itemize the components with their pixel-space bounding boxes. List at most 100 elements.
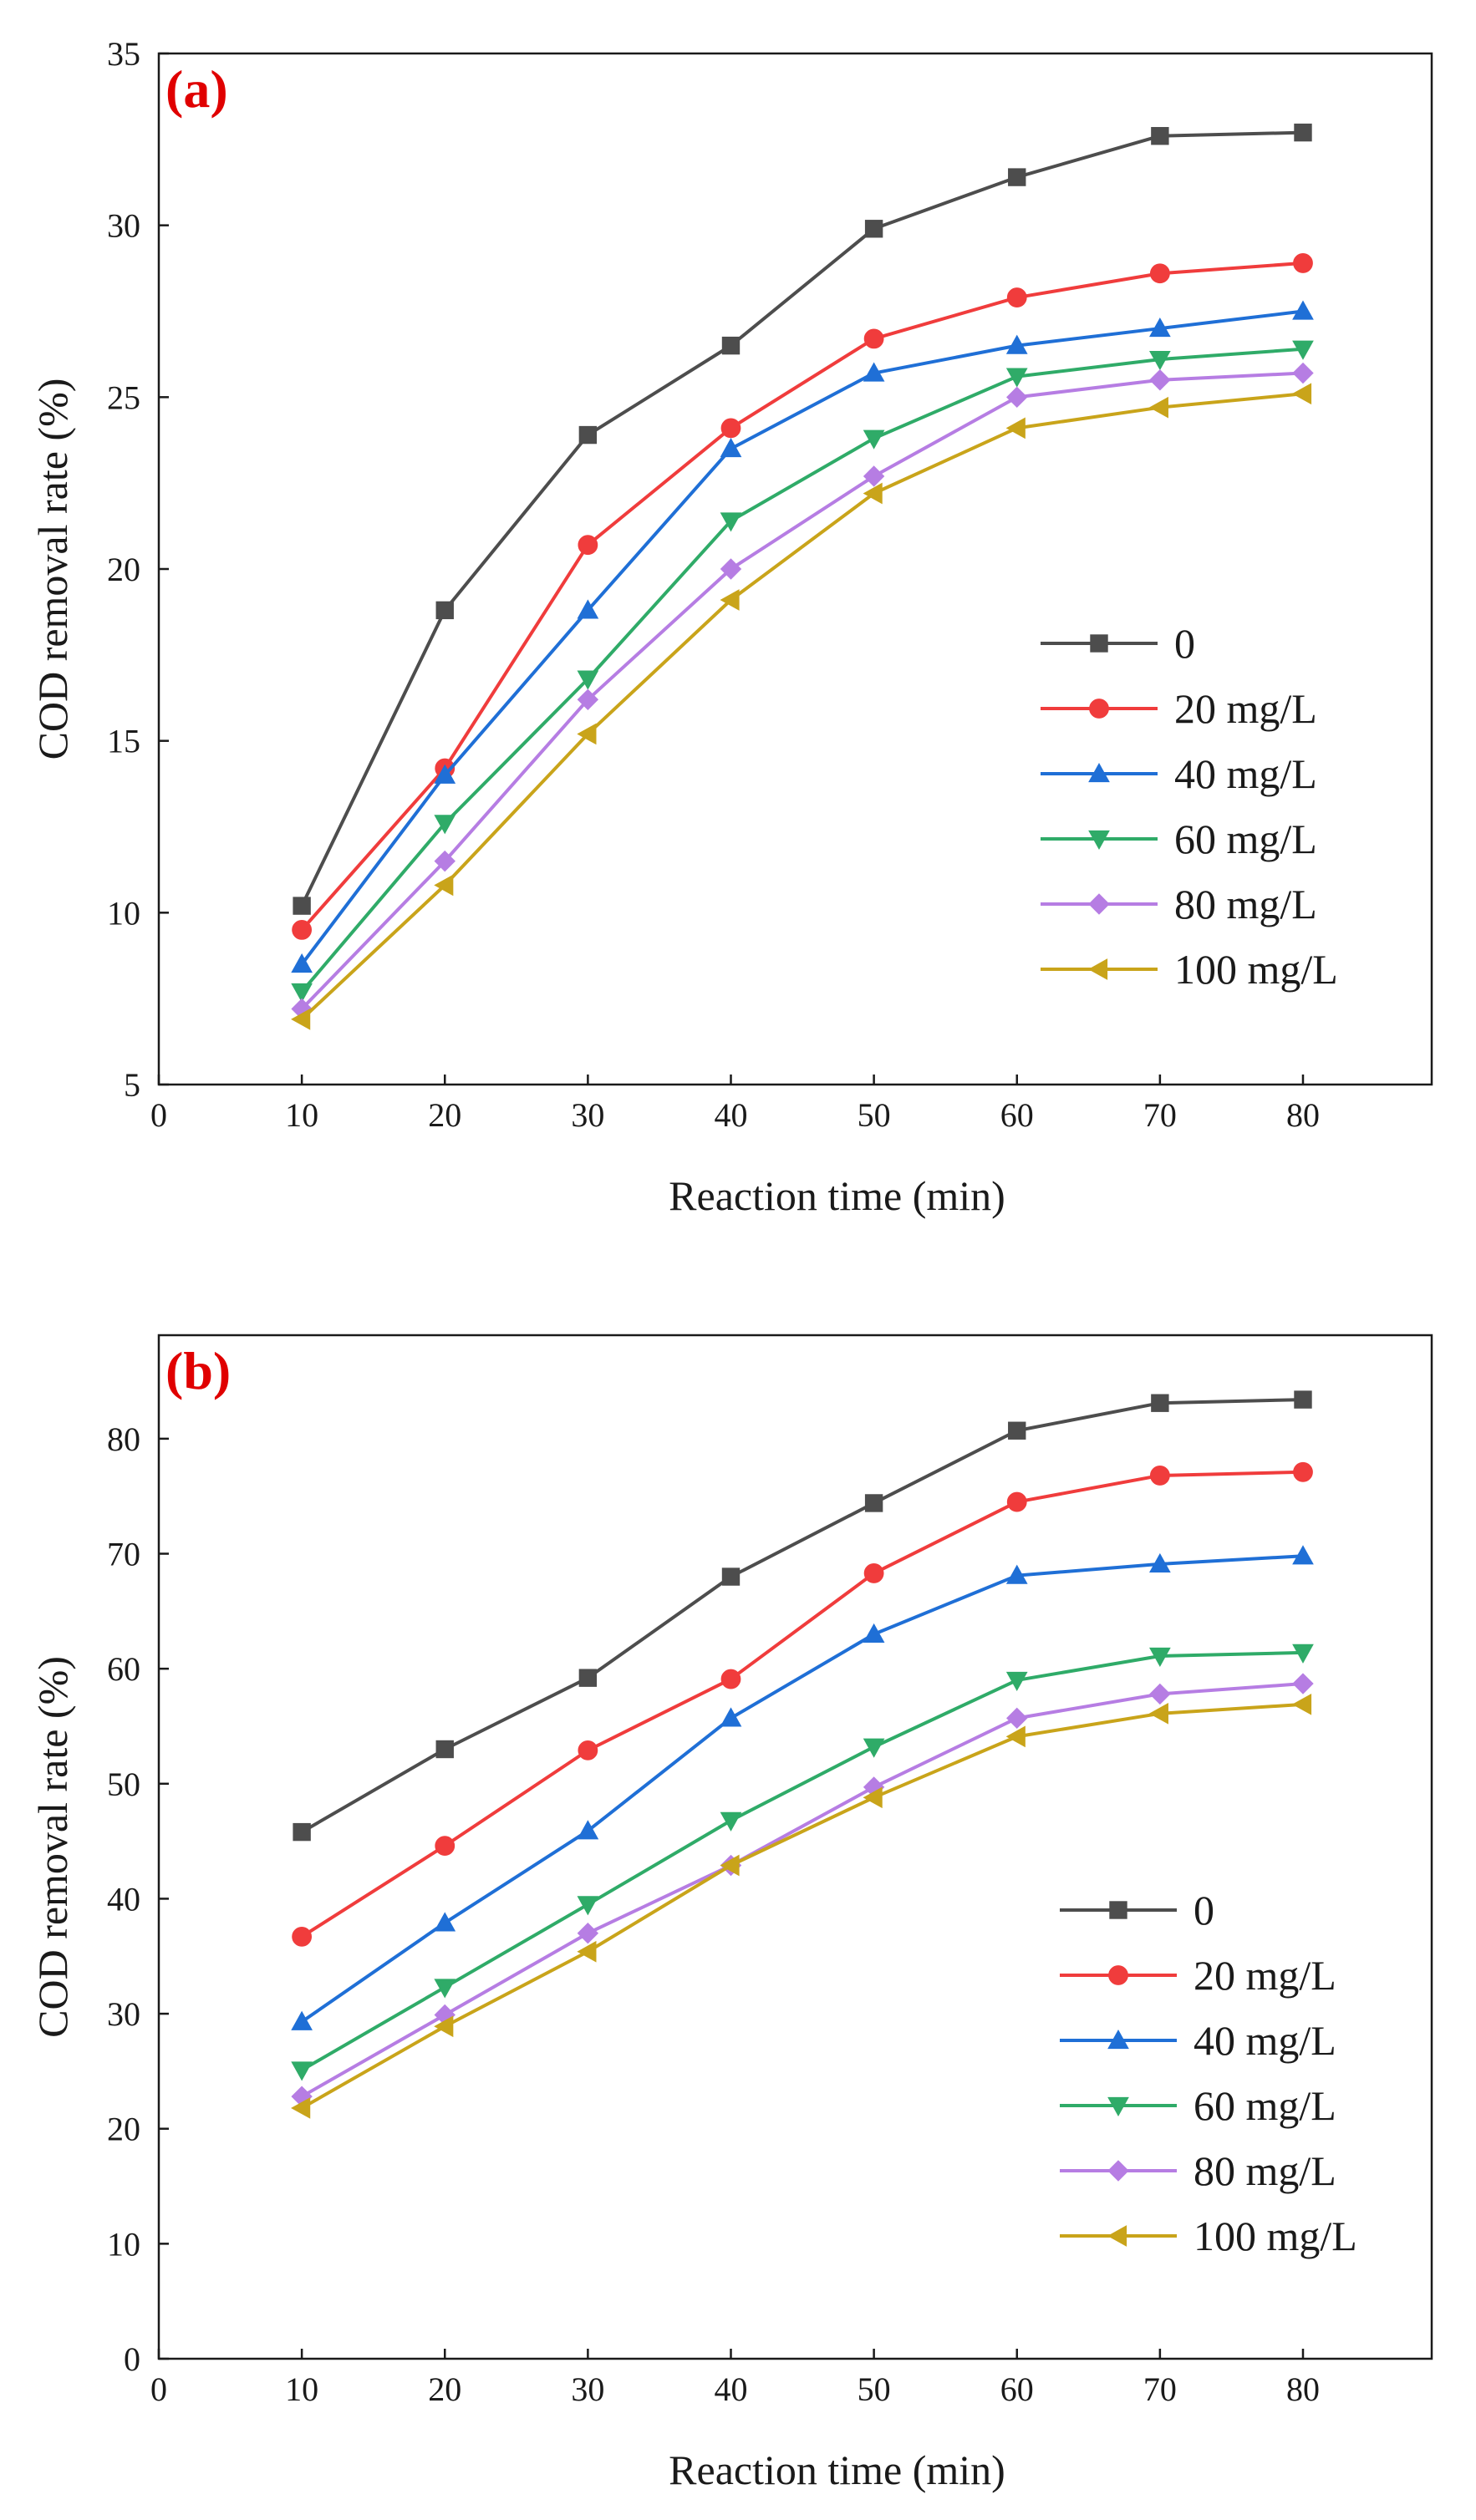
x-tick-label: 20 [428,2370,461,2408]
data-point [720,418,741,439]
series-line [300,130,1304,907]
series-line [301,1470,1304,1938]
x-tick-label: 50 [858,2370,891,2408]
y-tick-label: 20 [107,551,140,588]
legend-marker [1107,2160,1129,2182]
x-axis-title: Reaction time (min) [669,1172,1005,1219]
legend-item: 60 mg/L [1060,2082,1336,2129]
series-line [301,1650,1304,2072]
data-point [1005,417,1026,439]
data-point [1151,1394,1169,1412]
legend-item: 0 [1041,620,1195,667]
x-tick-label: 80 [1286,1096,1320,1134]
y-tick-label: 35 [107,35,140,73]
data-point [577,1896,599,1916]
data-point [720,512,742,532]
data-point [1008,1421,1026,1440]
data-point [577,723,597,745]
legend-item: 40 mg/L [1060,2017,1336,2064]
data-point [863,1563,884,1583]
data-point [863,465,885,487]
data-point [1006,287,1027,307]
data-point [1148,396,1168,419]
data-point [1292,362,1314,384]
x-tick-label: 60 [1000,1096,1034,1134]
data-point [577,599,599,619]
legend-marker [1088,893,1110,915]
series-80-mg-L [291,362,1314,1020]
x-tick-label: 40 [714,2370,747,2408]
y-tick-label: 30 [107,207,140,245]
legend-marker [1108,1965,1128,1985]
legend-marker [1090,634,1108,653]
data-point [434,815,456,835]
legend-item: 80 mg/L [1060,2147,1336,2194]
x-tick-label: 60 [1000,2370,1034,2408]
series-60-mg-L [291,1644,1314,2081]
y-tick-label: 30 [107,1995,140,2033]
data-point [578,1669,598,1687]
data-point [720,1854,740,1877]
data-point [434,850,456,872]
series-0 [293,1390,1312,1842]
data-point [293,1822,311,1842]
x-tick-label: 10 [285,1096,318,1134]
data-point [1006,386,1028,409]
legend-label: 80 mg/L [1174,881,1317,927]
legend-label: 0 [1174,620,1195,667]
data-point [1006,1707,1028,1730]
legend-marker [1087,958,1108,980]
data-point [291,983,313,1003]
legend-marker [1109,1901,1127,1919]
data-point [435,1836,456,1857]
legend-item: 40 mg/L [1041,750,1317,797]
legend-marker [1088,830,1110,851]
data-point [1005,368,1028,388]
y-tick-label: 10 [107,894,140,932]
legend-marker [1089,699,1109,719]
y-tick-label: 40 [107,1880,140,1918]
data-point [434,1912,456,1932]
chart-panel-a: 0 10 20 30 40 50 60 70 80 5 10 15 20 25 30 35 Reaction t… [29,35,1433,1219]
x-axis-title: Reaction time (min) [669,2446,1005,2493]
data-point [1149,1647,1171,1668]
data-point [1005,1671,1028,1691]
x-tick-label: 70 [1143,2370,1177,2408]
data-point [1008,168,1026,186]
legend-item: 20 mg/L [1060,1952,1336,1999]
data-point [434,874,454,897]
data-point [1293,253,1313,273]
data-point [1294,123,1312,142]
data-point [864,220,883,238]
panel-label: (a) [165,59,228,119]
data-point [864,1494,883,1512]
legend-label: 20 mg/L [1174,685,1317,732]
series-line [300,1554,1304,2024]
legend-marker [1088,762,1110,783]
x-tick-label: 30 [571,2370,604,2408]
data-point [291,2010,313,2030]
data-point [720,1707,742,1727]
series-line [300,261,1304,932]
legend-label: 40 mg/L [1174,750,1317,797]
y-tick-label: 50 [107,1766,140,1803]
data-point [578,535,598,556]
data-point [721,336,741,355]
plot-frame [157,1334,1433,2360]
legend-label: 40 mg/L [1194,2017,1336,2064]
legend-label: 100 mg/L [1194,2213,1357,2259]
series-0 [293,123,1312,915]
y-tick-label: 25 [107,379,140,416]
data-point [1149,1683,1171,1705]
data-point [292,1926,313,1947]
x-tick-label: 0 [150,2370,167,2408]
y-tick-label: 70 [107,1536,140,1573]
data-point [720,589,740,611]
data-point [291,2097,311,2119]
data-point [434,2015,454,2038]
series-line [300,392,1304,1021]
series-line [300,309,1304,966]
x-tick-label: 10 [285,2370,318,2408]
data-point [435,1740,454,1759]
